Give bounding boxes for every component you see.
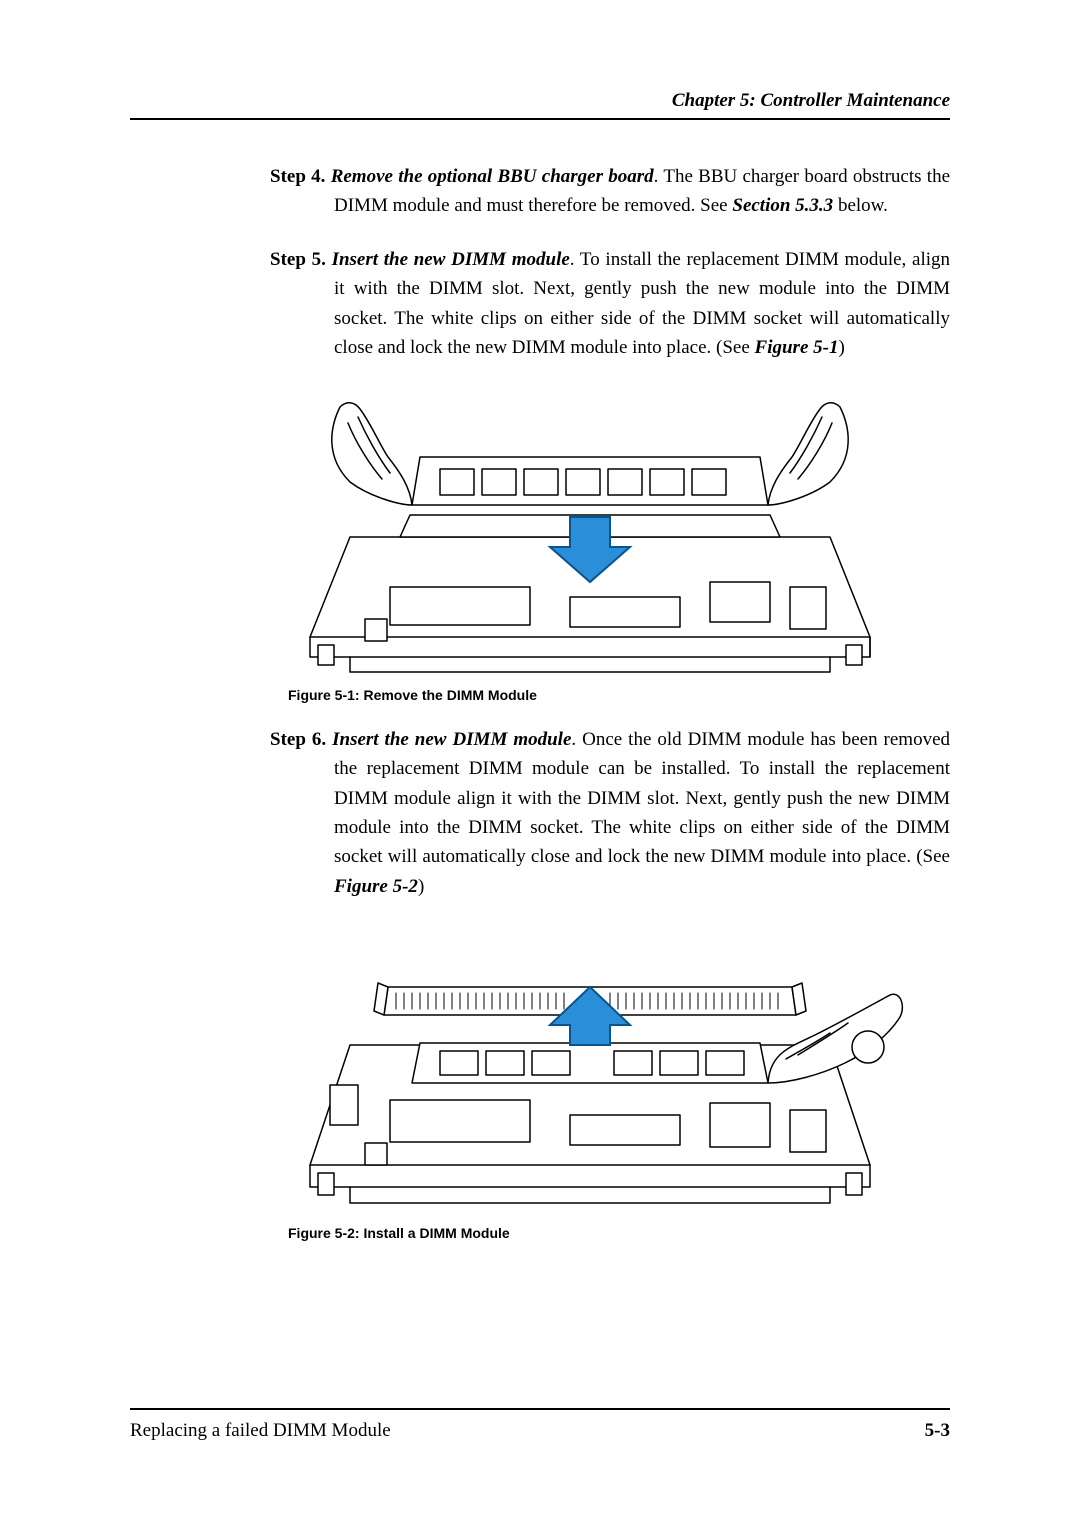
figure-5-1-svg	[270, 387, 920, 677]
header-rule	[130, 118, 950, 120]
footer-page-number: 5-3	[925, 1420, 950, 1442]
step-5-title: Insert the new DIMM module	[332, 249, 570, 270]
chapter-title: Chapter 5: Controller Maintenance	[130, 90, 950, 112]
page-footer: Replacing a failed DIMM Module 5-3	[130, 1408, 950, 1442]
step-5: Step 5. Insert the new DIMM module. To i…	[270, 245, 950, 363]
step-5-label: Step 5.	[270, 249, 326, 270]
figure-5-1-caption: Figure 5-1: Remove the DIMM Module	[288, 687, 950, 703]
step-6: Step 6. Insert the new DIMM module. Once…	[270, 725, 950, 902]
step-6-title: Insert the new DIMM module	[332, 729, 571, 750]
figure-5-2	[270, 925, 950, 1215]
footer-rule	[130, 1408, 950, 1410]
step-4-body-b: below.	[833, 195, 888, 216]
figure-5-1	[270, 387, 950, 677]
step-4-section-ref: Section 5.3.3	[732, 195, 833, 216]
step-4-title: Remove the optional BBU charger board	[331, 166, 654, 187]
step-5-body-b: )	[838, 337, 844, 358]
step-5-figure-ref: Figure 5-1	[755, 337, 839, 358]
figure-5-2-svg	[270, 925, 920, 1215]
step-6-sep: .	[571, 729, 582, 750]
step-5-sep: .	[570, 249, 580, 270]
step-4-sep: .	[654, 166, 664, 187]
step-6-body-b: )	[418, 876, 424, 897]
step-6-label: Step 6.	[270, 729, 326, 750]
step-4-label: Step 4.	[270, 166, 325, 187]
step-4: Step 4. Remove the optional BBU charger …	[270, 162, 950, 221]
step-6-figure-ref: Figure 5-2	[334, 876, 418, 897]
page-content: Step 4. Remove the optional BBU charger …	[270, 162, 950, 1241]
footer-left: Replacing a failed DIMM Module	[130, 1420, 391, 1442]
figure-5-2-caption: Figure 5-2: Install a DIMM Module	[288, 1225, 950, 1241]
